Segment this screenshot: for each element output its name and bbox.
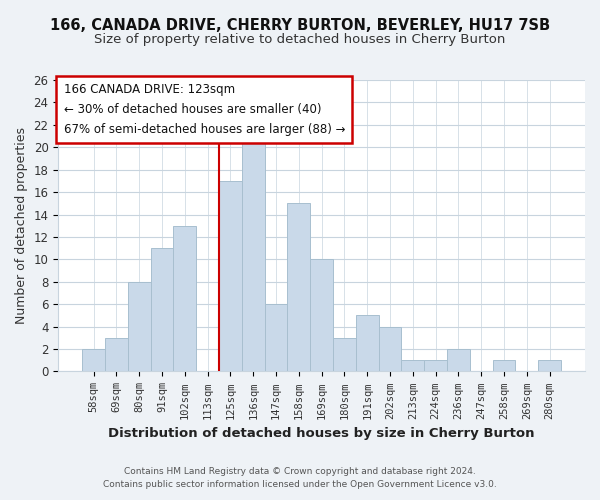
Text: Size of property relative to detached houses in Cherry Burton: Size of property relative to detached ho… (94, 32, 506, 46)
Bar (173, 226, 196, 372)
Bar (151, 248, 173, 372)
Y-axis label: Number of detached properties: Number of detached properties (15, 127, 28, 324)
Text: Contains public sector information licensed under the Open Government Licence v3: Contains public sector information licen… (103, 480, 497, 489)
Bar (82, 349, 105, 372)
Bar (242, 136, 265, 372)
Bar (424, 360, 447, 372)
Bar (219, 181, 242, 372)
X-axis label: Distribution of detached houses by size in Cherry Burton: Distribution of detached houses by size … (109, 427, 535, 440)
Bar (287, 204, 310, 372)
Bar (447, 349, 470, 372)
Bar (538, 360, 561, 372)
Bar (128, 282, 151, 372)
Bar (493, 360, 515, 372)
Bar (333, 338, 356, 372)
Bar (265, 304, 287, 372)
Text: 166, CANADA DRIVE, CHERRY BURTON, BEVERLEY, HU17 7SB: 166, CANADA DRIVE, CHERRY BURTON, BEVERL… (50, 18, 550, 32)
Text: 166 CANADA DRIVE: 123sqm
← 30% of detached houses are smaller (40)
67% of semi-d: 166 CANADA DRIVE: 123sqm ← 30% of detach… (64, 83, 345, 136)
Text: Contains HM Land Registry data © Crown copyright and database right 2024.: Contains HM Land Registry data © Crown c… (124, 468, 476, 476)
Bar (310, 260, 333, 372)
Bar (401, 360, 424, 372)
Bar (105, 338, 128, 372)
Bar (379, 326, 401, 372)
Bar (356, 316, 379, 372)
